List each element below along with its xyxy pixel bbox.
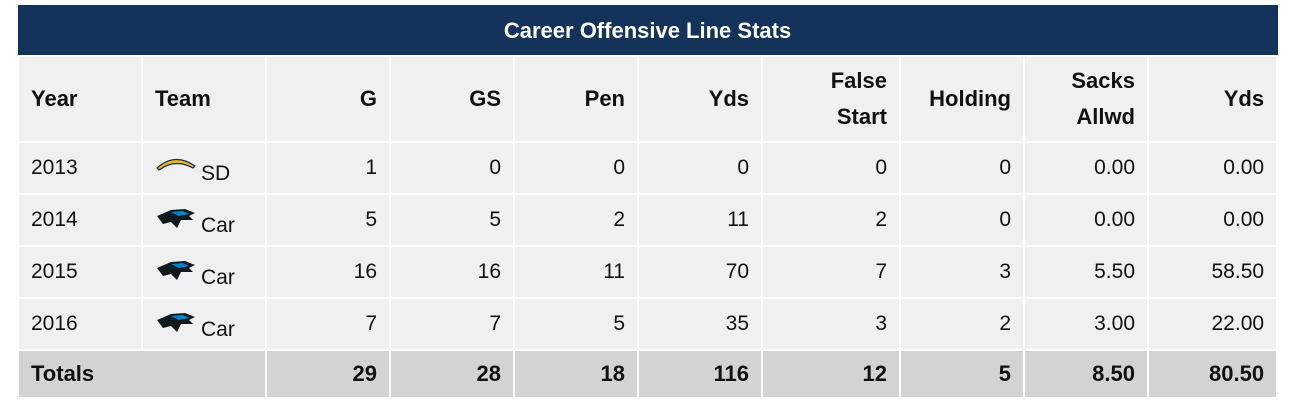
cell-sack-yds: 0.00 [1146,193,1279,247]
cell-sacks-allwd: 3.00 [1023,297,1149,351]
cell-team: Car [141,297,267,351]
false-start-line-1: False [830,68,887,93]
col-header-yds[interactable]: Yds [637,55,763,143]
cell-yds: 0 [637,141,763,195]
cell-sacks-allwd: 0.00 [1023,193,1149,247]
cell-sack-yds: 0.00 [1146,141,1279,195]
panthers-icon[interactable] [155,310,197,338]
career-offensive-line-stats: Career Offensive Line Stats Year Team G … [17,5,1279,399]
col-header-team[interactable]: Team [141,55,267,143]
cell-gs: 0 [389,141,515,195]
cell-team: SD [141,141,267,195]
cell-yds: 11 [637,193,763,247]
totals-gs: 28 [389,349,515,399]
team-abbr[interactable]: Car [201,318,235,341]
table-row: 2016 Car 7 7 5 35 3 2 3.00 22.00 [17,297,1279,351]
cell-sacks-allwd: 0.00 [1023,141,1149,195]
chargers-bolt-icon[interactable] [155,154,197,182]
cell-team: Car [141,193,267,247]
cell-year: 2014 [17,193,143,247]
totals-sacks-allwd: 8.50 [1023,349,1149,399]
cell-team: Car [141,245,267,299]
totals-g: 29 [265,349,391,399]
cell-pen: 5 [513,297,639,351]
totals-row: Totals 29 28 18 116 12 5 8.50 80.50 [17,349,1279,399]
col-header-sacks-allwd[interactable]: Sacks Allwd [1023,55,1149,143]
cell-holding: 0 [899,141,1025,195]
cell-sack-yds: 58.50 [1146,245,1279,299]
totals-pen: 18 [513,349,639,399]
cell-pen: 2 [513,193,639,247]
cell-g: 5 [265,193,391,247]
cell-false-start: 7 [761,245,901,299]
table-title: Career Offensive Line Stats [17,5,1278,57]
cell-pen: 11 [513,245,639,299]
cell-yds: 35 [637,297,763,351]
sacks-line-2: Allwd [1076,104,1135,129]
cell-false-start: 0 [761,141,901,195]
cell-pen: 0 [513,141,639,195]
table-row: 2015 Car 16 16 11 70 7 3 5.50 58.50 [17,245,1279,299]
cell-sack-yds: 22.00 [1146,297,1279,351]
cell-g: 16 [265,245,391,299]
cell-false-start: 3 [761,297,901,351]
cell-g: 1 [265,141,391,195]
col-header-gs[interactable]: GS [389,55,515,143]
cell-yds: 70 [637,245,763,299]
team-abbr[interactable]: Car [201,266,235,289]
cell-year: 2013 [17,141,143,195]
panthers-icon[interactable] [155,206,197,234]
totals-holding: 5 [899,349,1025,399]
totals-yds: 116 [637,349,763,399]
cell-holding: 0 [899,193,1025,247]
cell-false-start: 2 [761,193,901,247]
table-row: 2013 SD 1 0 0 0 0 0 0.00 0.00 [17,141,1279,195]
sacks-line-1: Sacks [1071,68,1135,93]
cell-gs: 16 [389,245,515,299]
cell-holding: 2 [899,297,1025,351]
cell-g: 7 [265,297,391,351]
false-start-line-2: Start [836,104,887,129]
col-header-holding[interactable]: Holding [899,55,1025,143]
team-abbr[interactable]: Car [201,214,235,237]
cell-gs: 7 [389,297,515,351]
totals-false-start: 12 [761,349,901,399]
col-header-false-start[interactable]: False Start [761,55,901,143]
panthers-icon[interactable] [155,258,197,286]
totals-sack-yds: 80.50 [1146,349,1279,399]
team-abbr[interactable]: SD [201,162,231,185]
col-header-sack-yds[interactable]: Yds [1146,55,1279,143]
col-header-year[interactable]: Year [17,55,143,143]
cell-sacks-allwd: 5.50 [1023,245,1149,299]
cell-holding: 3 [899,245,1025,299]
table-row: 2014 Car 5 5 2 11 2 0 0.00 0.00 [17,193,1279,247]
cell-year: 2015 [17,245,143,299]
stats-table: Career Offensive Line Stats Year Team G … [17,5,1279,399]
col-header-pen[interactable]: Pen [513,55,639,143]
cell-gs: 5 [389,193,515,247]
totals-label: Totals [17,349,267,399]
cell-year: 2016 [17,297,143,351]
col-header-g[interactable]: G [265,55,391,143]
header-row: Year Team G GS Pen Yds False Start Holdin… [17,55,1279,143]
